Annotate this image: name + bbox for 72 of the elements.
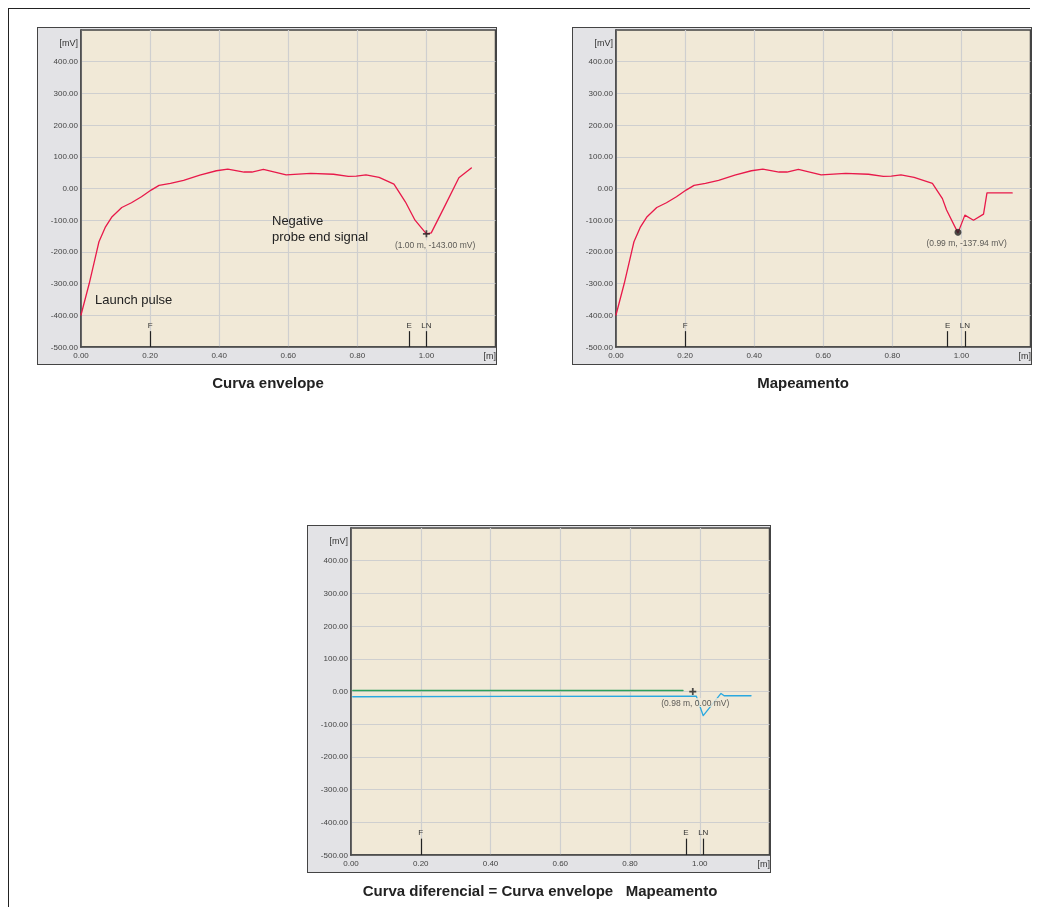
y-tick-label: -100.00 — [320, 719, 349, 729]
x-axis-title: [m] — [757, 858, 770, 869]
y-tick-label: -400.00 — [50, 310, 79, 320]
y-axis-title: [mV] — [59, 37, 78, 48]
y-tick-label: 300.00 — [588, 88, 614, 98]
x-tick-label: 0.00 — [608, 350, 625, 360]
y-tick-label: 400.00 — [53, 57, 79, 67]
x-tick-label: 0.20 — [412, 858, 430, 868]
x-tick-label: 0.00 — [343, 858, 360, 868]
y-tick-label: 200.00 — [53, 120, 79, 130]
x-tick-label: 1.00 — [691, 858, 709, 868]
text: Curva envelope — [212, 374, 324, 391]
data-label: (0.99 m, -137.94 mV) — [926, 238, 1007, 249]
ref-line-label: LN — [421, 320, 432, 330]
x-tick-label: 1.00 — [418, 350, 435, 360]
line-series — [615, 168, 1013, 316]
y-tick-label: -500.00 — [585, 342, 614, 352]
ref-line-label: LN — [959, 320, 971, 330]
x-tick-label: 0.20 — [677, 350, 694, 360]
x-tick-label: 0.40 — [482, 858, 499, 868]
y-tick-label: -500.00 — [50, 342, 79, 352]
x-axis-title: [m] — [483, 350, 496, 361]
x-tick-label: 1.00 — [953, 350, 970, 360]
y-tick-label: 200.00 — [323, 621, 349, 631]
y-tick-label: 200.00 — [588, 120, 614, 130]
y-tick-label: -400.00 — [585, 310, 614, 320]
annotation: Negative probe end signal — [272, 212, 369, 244]
annotation: Launch pulse — [95, 291, 173, 307]
ref-line-label: LN — [698, 828, 709, 838]
y-tick-label: 300.00 — [53, 88, 79, 98]
y-tick-label: -200.00 — [320, 752, 349, 762]
ref-line-label: E — [944, 320, 951, 330]
y-tick-label: -500.00 — [320, 850, 349, 860]
y-tick-label: -300.00 — [50, 279, 79, 289]
x-tick-label: 0.60 — [815, 350, 832, 360]
y-tick-label: -400.00 — [320, 817, 349, 827]
x-tick-label: 0.60 — [280, 350, 297, 360]
y-tick-label: 400.00 — [323, 556, 349, 566]
text: Mapeamento — [757, 374, 849, 391]
y-axis-title: [mV] — [329, 535, 348, 546]
ref-line-label: E — [406, 320, 412, 330]
y-tick-label: 300.00 — [323, 588, 349, 598]
y-tick-label: 400.00 — [588, 57, 614, 67]
y-tick-label: -100.00 — [50, 215, 79, 225]
y-tick-label: -300.00 — [585, 279, 614, 289]
x-axis-title: [m] — [1018, 350, 1031, 361]
ref-line-label: F — [418, 828, 424, 838]
y-tick-label: 100.00 — [53, 152, 79, 162]
ref-line-label: E — [683, 828, 689, 838]
y-tick-label: 100.00 — [588, 152, 614, 162]
y-tick-label: -200.00 — [585, 247, 614, 257]
x-tick-label: 0.40 — [211, 350, 228, 360]
y-tick-label: 0.00 — [597, 184, 614, 193]
y-tick-label: -300.00 — [320, 785, 349, 795]
y-tick-label: 100.00 — [323, 654, 349, 664]
x-tick-label: 0.40 — [746, 350, 763, 360]
y-tick-label: 0.00 — [332, 687, 349, 696]
data-label: (0.98 m, 0.00 mV) — [661, 697, 730, 708]
data-label: (1.00 m, -143.00 mV) — [394, 239, 476, 250]
ref-line-label: F — [682, 320, 688, 330]
x-tick-label: 0.80 — [884, 350, 901, 360]
y-tick-label: -100.00 — [585, 215, 614, 225]
x-tick-label: 0.20 — [142, 350, 159, 360]
y-tick-label: -200.00 — [50, 247, 79, 257]
x-tick-label: 0.80 — [622, 858, 639, 868]
text: Curva diferencial = Curva envelope Mapeamento — [362, 882, 718, 899]
ref-line-label: F — [147, 320, 153, 330]
x-tick-label: 0.80 — [349, 350, 366, 360]
y-tick-label: 0.00 — [62, 184, 79, 193]
x-tick-label: 0.60 — [552, 858, 569, 868]
x-tick-label: 0.00 — [73, 350, 90, 360]
y-axis-title: [mV] — [594, 37, 613, 48]
